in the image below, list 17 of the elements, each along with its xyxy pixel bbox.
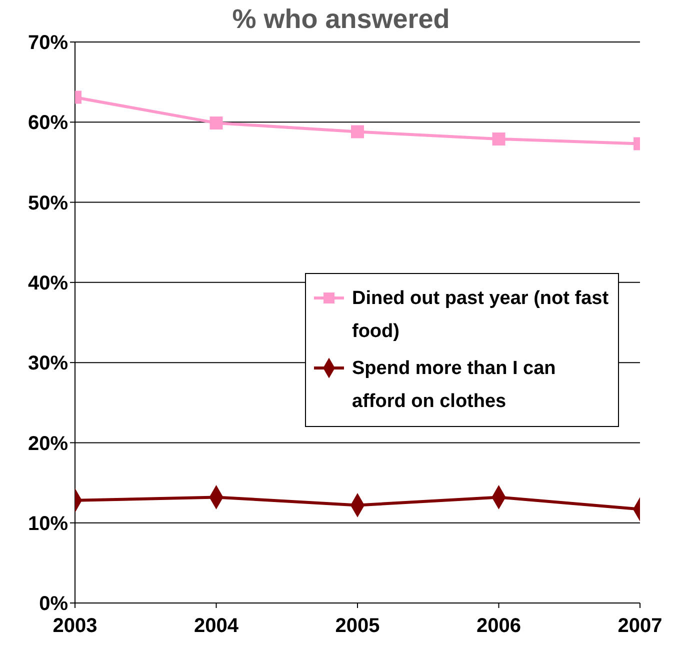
- x-tick-label: 2006: [476, 615, 521, 638]
- legend-label: Dined out past year (not fast food): [352, 287, 610, 344]
- x-tick-label: 2005: [335, 615, 380, 638]
- legend-label: Spend more than I can afford on clothes: [352, 357, 557, 414]
- y-tick-label: 50%: [28, 192, 68, 214]
- y-tick-label: 20%: [28, 432, 68, 455]
- y-tick-label: 40%: [28, 272, 68, 295]
- chart-title: % who answered: [232, 4, 450, 34]
- y-tick-label: 10%: [28, 512, 68, 535]
- x-tick-label: 2007: [618, 615, 662, 638]
- y-tick-label: 30%: [28, 352, 68, 375]
- y-tick-label: 70%: [28, 32, 68, 54]
- y-tick-label: 60%: [28, 112, 68, 134]
- point: [351, 125, 364, 138]
- y-tick-label: 0%: [39, 593, 68, 616]
- x-tick-label: 2004: [194, 615, 240, 638]
- x-tick-label: 2003: [52, 615, 98, 638]
